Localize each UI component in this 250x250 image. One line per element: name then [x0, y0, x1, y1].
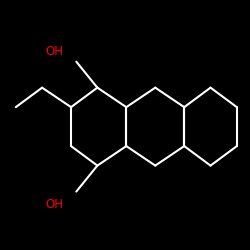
Text: OH: OH	[45, 198, 63, 211]
Text: OH: OH	[45, 46, 63, 59]
